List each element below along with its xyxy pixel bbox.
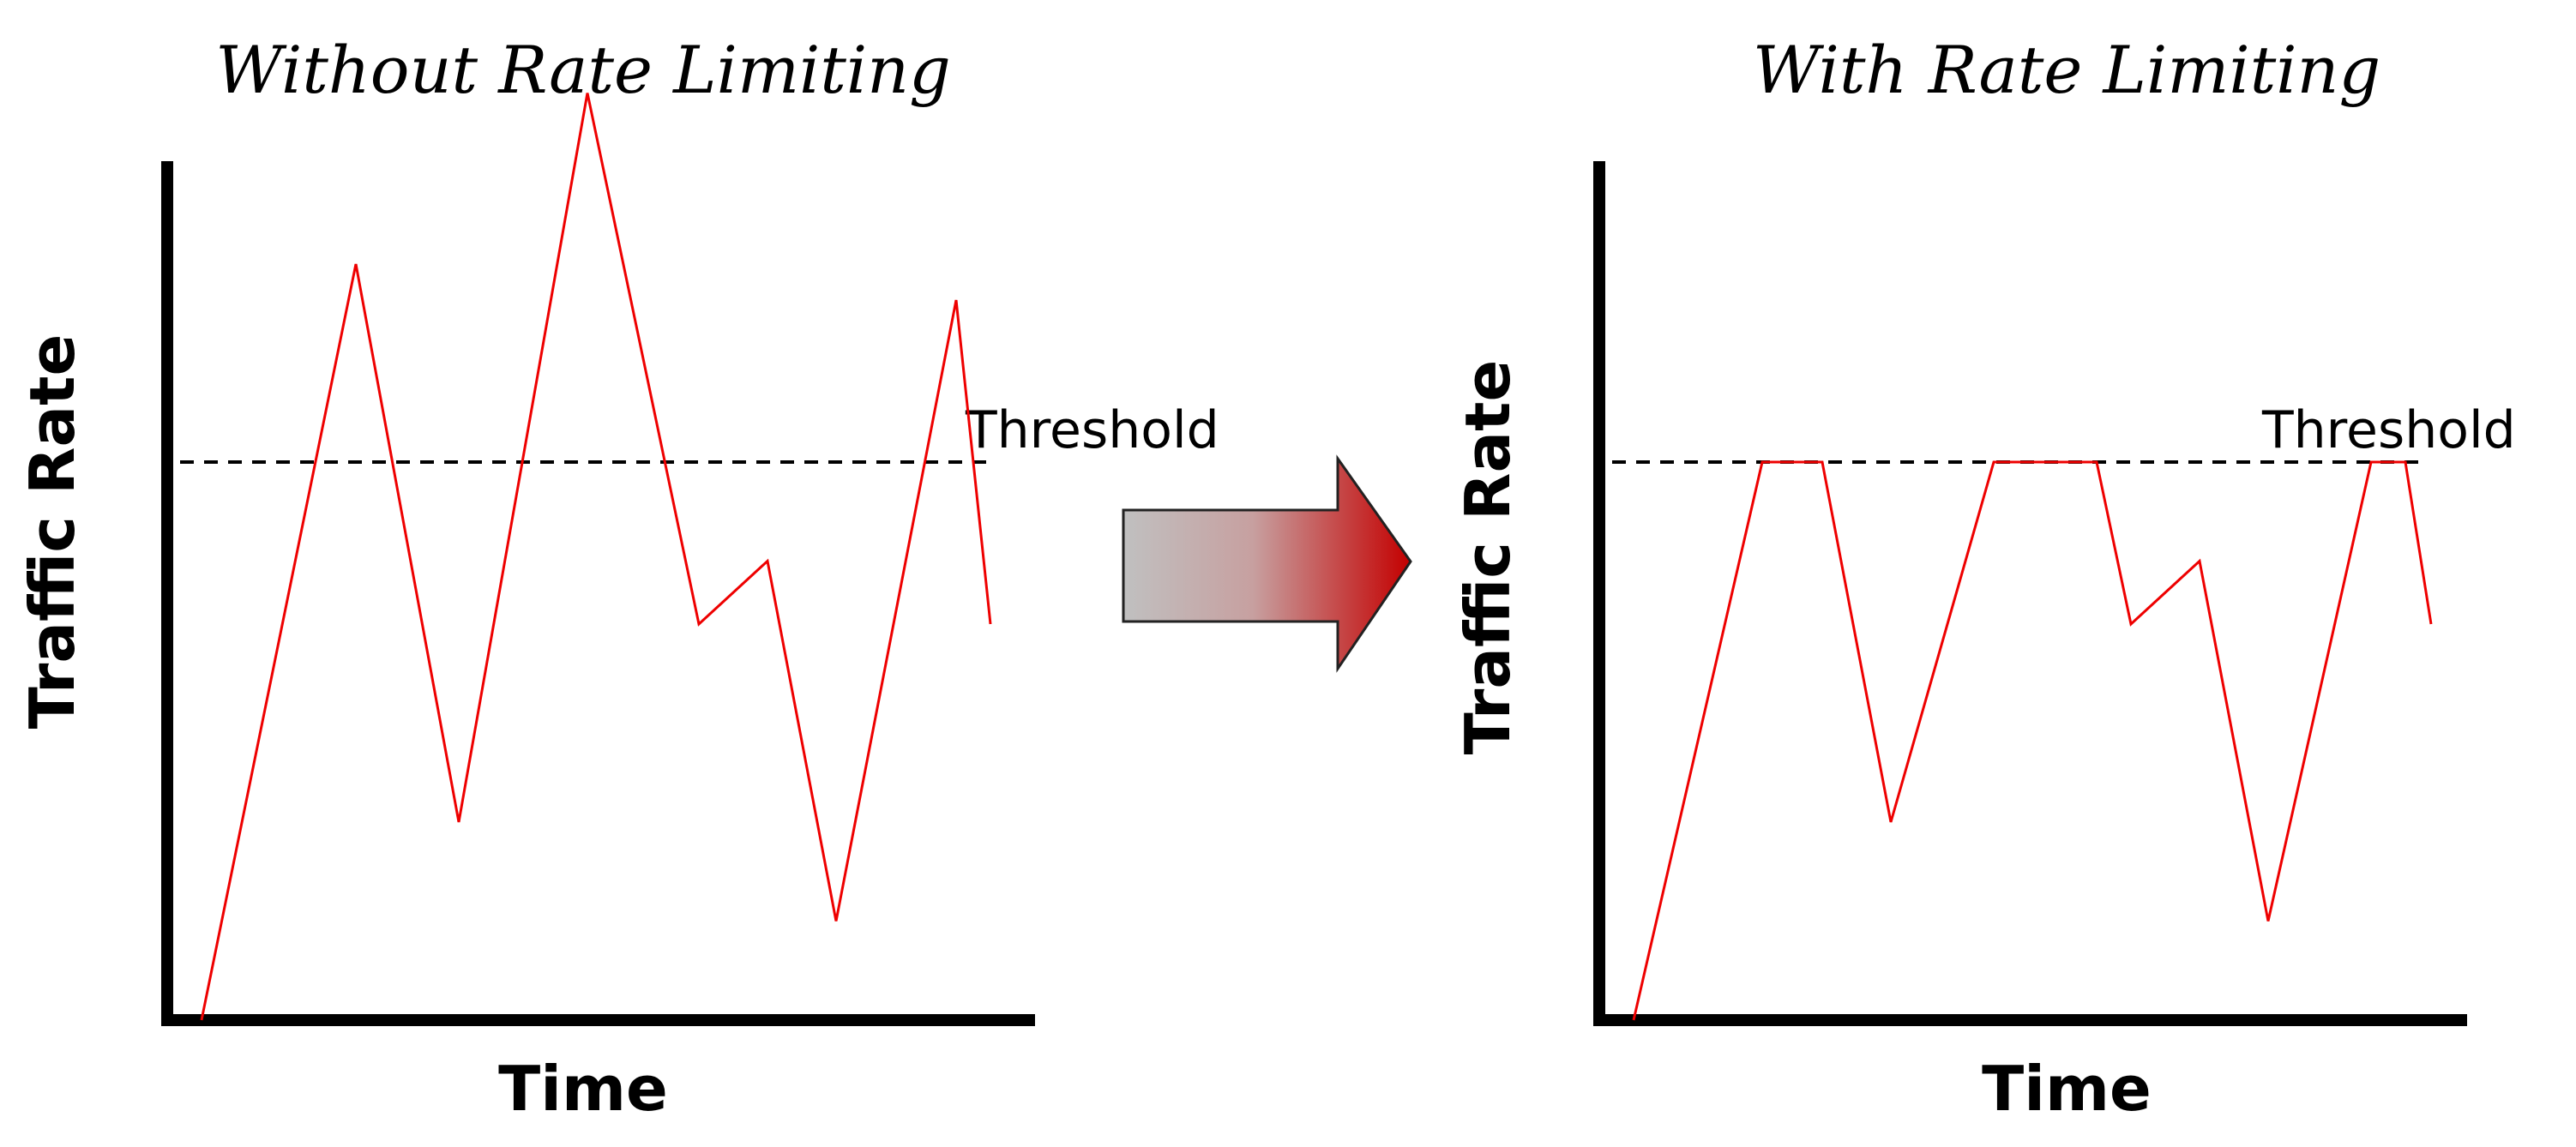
x-axis-label: Time [1982,1053,2152,1125]
panel-with-rate-limiting: With Rate Limiting Traffic Rate Time Thr… [1452,32,2516,1125]
transition-arrow [1122,454,1412,673]
panel-title: With Rate Limiting [1753,32,2380,108]
y-axis-label: Traffic Rate [1452,360,1524,755]
threshold-label: Threshold [965,400,1219,460]
axes [161,161,1035,1026]
y-axis-label: Traffic Rate [16,334,88,730]
traffic-rate-line [200,93,992,1021]
right-arrow-icon [1122,454,1412,673]
x-axis-label: Time [498,1053,668,1125]
traffic-rate-line [1632,460,2433,1021]
panel-title: Without Rate Limiting [215,32,951,108]
axes [1593,161,2467,1026]
threshold-label: Threshold [2261,400,2516,460]
panel-without-rate-limiting: Without Rate Limiting Traffic Rate Time … [16,32,1219,1125]
